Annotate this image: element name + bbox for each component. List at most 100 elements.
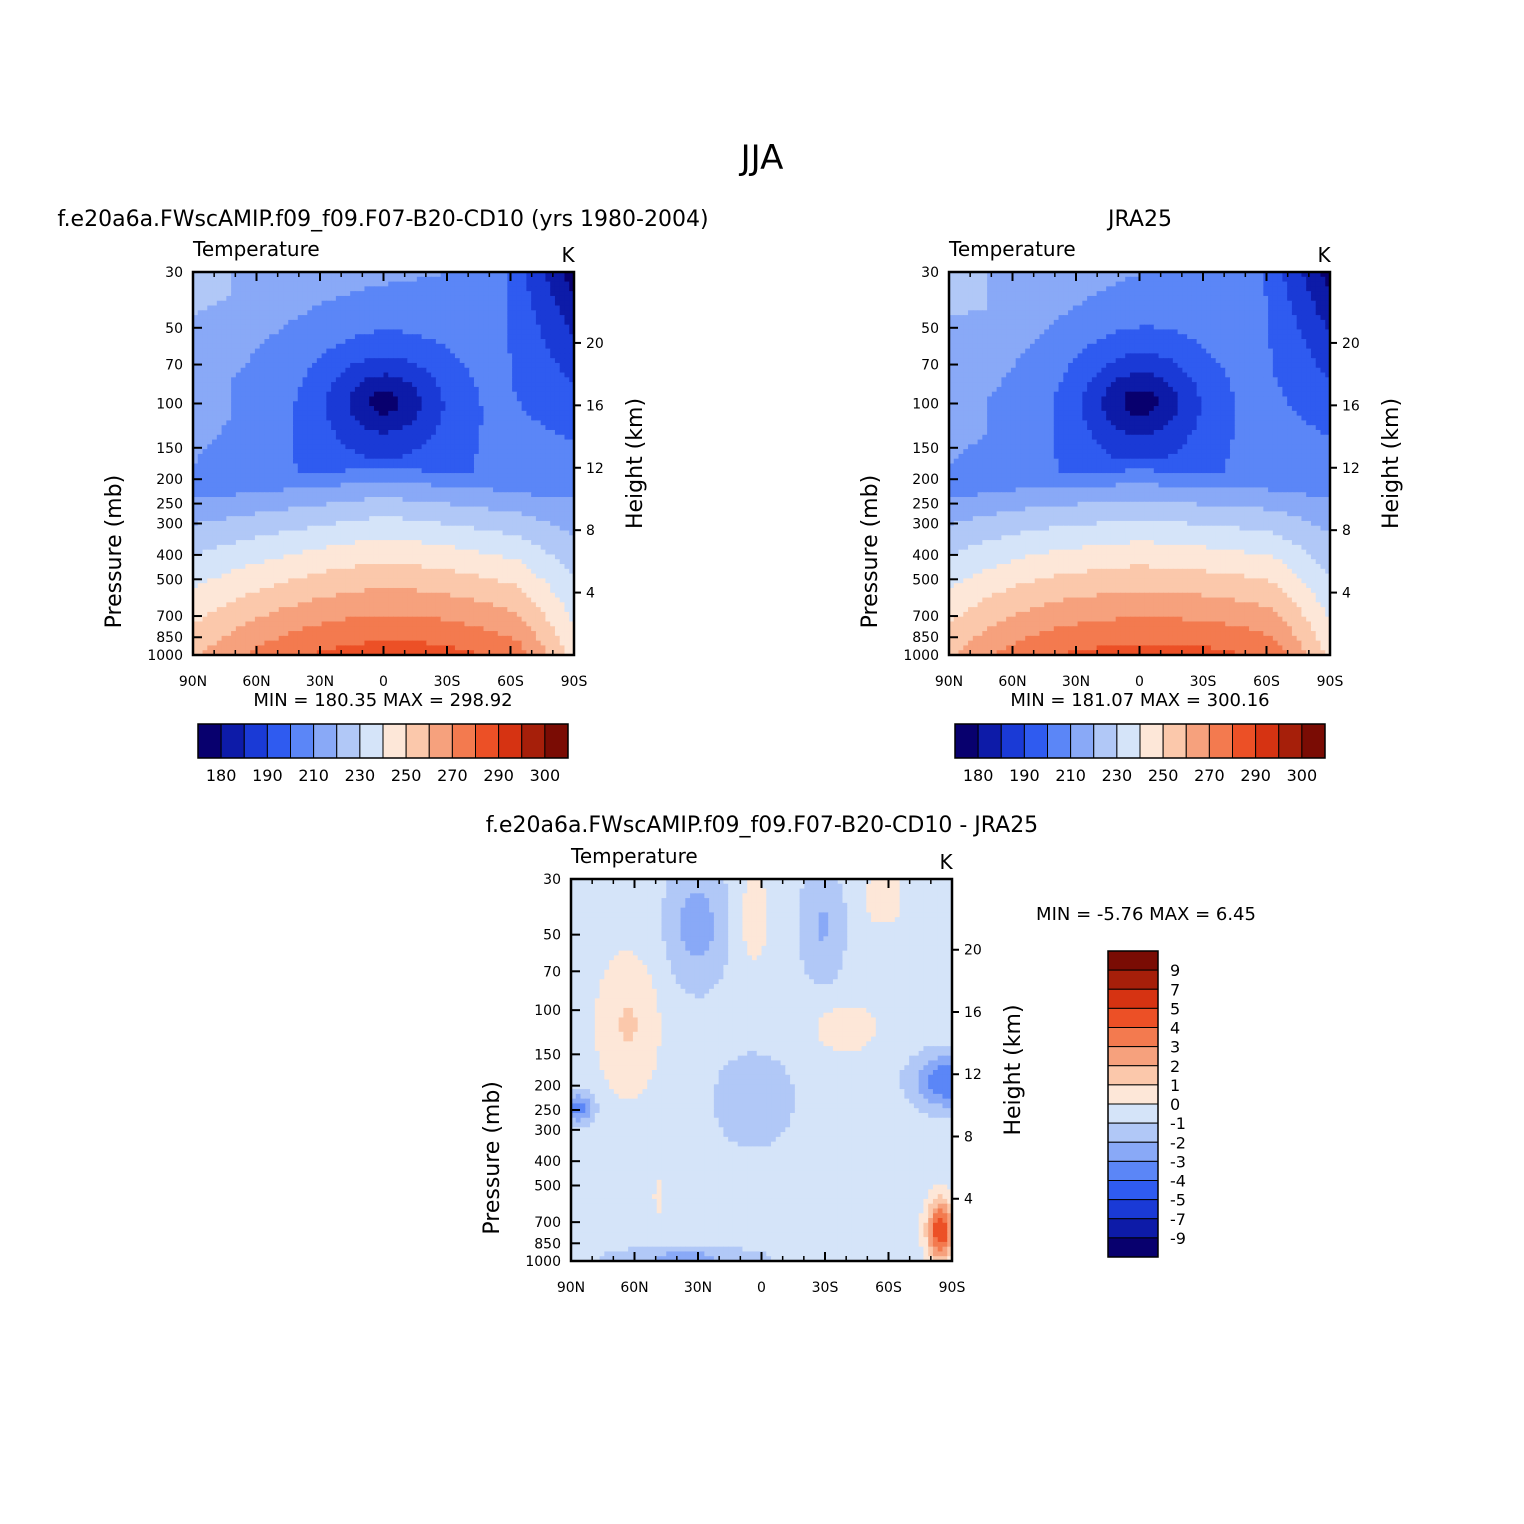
field-cell	[364, 516, 370, 522]
field-cell	[521, 429, 527, 436]
field-cell	[350, 449, 356, 455]
field-cell	[221, 272, 227, 278]
field-cell	[393, 410, 399, 417]
field-cell	[302, 410, 308, 417]
field-cell	[393, 559, 399, 565]
field-cell	[235, 444, 242, 450]
field-cell	[421, 516, 427, 522]
field-cell	[445, 362, 451, 369]
field-cell	[335, 544, 342, 551]
field-cell	[335, 554, 342, 560]
field-cell	[240, 305, 246, 311]
field-cell	[240, 530, 246, 536]
field-cell	[202, 544, 208, 551]
field-cell	[264, 372, 270, 378]
field-cell	[312, 453, 318, 460]
field-cell	[240, 501, 246, 508]
field-cell	[516, 530, 523, 536]
field-cell	[231, 382, 237, 388]
field-cell	[531, 487, 537, 493]
field-cell	[454, 348, 461, 354]
field-cell	[207, 501, 213, 508]
field-cell	[407, 463, 413, 469]
field-cell	[226, 358, 232, 364]
field-cell	[397, 310, 404, 316]
field-cell	[245, 276, 251, 283]
field-cell	[278, 568, 285, 575]
field-cell	[359, 420, 366, 426]
field-cell	[559, 468, 566, 474]
field-cell	[559, 463, 566, 469]
field-cell	[221, 319, 227, 326]
field-cell	[431, 334, 437, 340]
field-cell	[269, 444, 275, 450]
field-cell	[554, 425, 561, 431]
field-cell	[473, 324, 480, 331]
field-cell	[297, 564, 304, 570]
field-cell	[331, 458, 337, 465]
field-cell	[293, 559, 299, 565]
field-cell	[493, 334, 499, 340]
field-cell	[221, 300, 227, 307]
field-cell	[254, 295, 261, 302]
field-cell	[302, 549, 308, 556]
field-cell	[559, 516, 566, 522]
field-cell	[550, 401, 556, 407]
field-cell	[245, 554, 251, 560]
field-cell	[559, 310, 566, 316]
field-cell	[326, 434, 332, 441]
field-cell	[312, 506, 318, 512]
field-cell	[569, 549, 575, 556]
field-cell	[212, 343, 218, 350]
field-cell	[521, 425, 527, 431]
field-cell	[388, 477, 394, 484]
field-cell	[393, 272, 399, 278]
field-cell	[445, 468, 451, 474]
field-cell	[483, 286, 489, 292]
field-cell	[488, 444, 494, 450]
field-cell	[345, 329, 351, 335]
field-cell	[426, 525, 432, 532]
field-cell	[459, 477, 466, 484]
field-cell	[221, 429, 227, 436]
field-cell	[321, 554, 327, 560]
field-cell	[564, 473, 570, 479]
field-cell	[526, 286, 532, 292]
field-cell	[326, 372, 332, 378]
field-cell	[212, 305, 218, 311]
field-cell	[293, 272, 299, 278]
field-cell	[264, 511, 270, 517]
field-cell	[545, 549, 551, 556]
field-cell	[269, 492, 275, 498]
field-cell	[454, 492, 461, 498]
field-cell	[293, 425, 299, 431]
field-cell	[378, 276, 385, 283]
field-cell	[469, 439, 475, 445]
field-cell	[512, 319, 518, 326]
field-cell	[340, 516, 346, 522]
field-cell	[550, 453, 556, 460]
field-cell	[440, 516, 447, 522]
field-cell	[335, 291, 342, 297]
field-cell	[516, 386, 523, 393]
field-cell	[293, 554, 299, 560]
field-cell	[331, 501, 337, 508]
field-cell	[559, 434, 566, 441]
field-cell	[373, 339, 380, 345]
field-cell	[312, 276, 318, 283]
field-cell	[397, 295, 404, 302]
field-cell	[383, 453, 389, 460]
field-cell	[231, 492, 237, 498]
field-cell	[412, 492, 418, 498]
field-cell	[345, 300, 351, 307]
field-cell	[207, 420, 213, 426]
field-cell	[283, 530, 289, 536]
field-cell	[221, 281, 227, 287]
field-cell	[564, 406, 570, 412]
field-cell	[245, 362, 251, 369]
field-cell	[473, 525, 480, 532]
field-cell	[235, 468, 242, 474]
field-cell	[393, 554, 399, 560]
field-cell	[354, 477, 361, 484]
field-cell	[207, 319, 213, 326]
